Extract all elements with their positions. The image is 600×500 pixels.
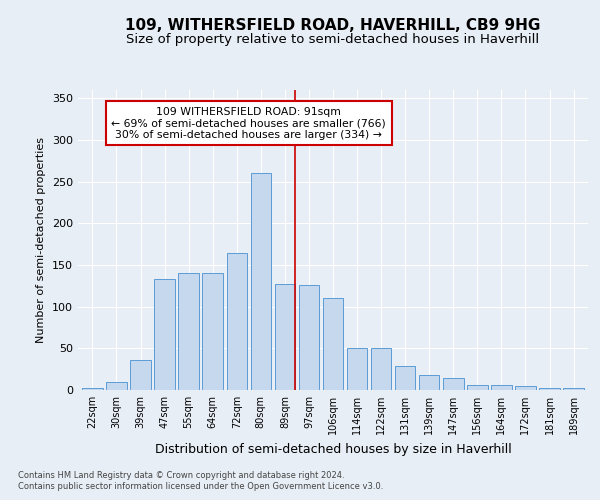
Text: 109, WITHERSFIELD ROAD, HAVERHILL, CB9 9HG: 109, WITHERSFIELD ROAD, HAVERHILL, CB9 9…: [125, 18, 541, 32]
X-axis label: Distribution of semi-detached houses by size in Haverhill: Distribution of semi-detached houses by …: [155, 442, 511, 456]
Bar: [299, 285, 319, 390]
Bar: [275, 284, 295, 390]
Bar: [515, 386, 536, 390]
Bar: [154, 279, 175, 390]
Bar: [202, 274, 223, 390]
Text: Contains HM Land Registry data © Crown copyright and database right 2024.: Contains HM Land Registry data © Crown c…: [18, 470, 344, 480]
Bar: [178, 274, 199, 390]
Bar: [347, 348, 367, 390]
Bar: [323, 298, 343, 390]
Bar: [419, 375, 439, 390]
Bar: [227, 252, 247, 390]
Y-axis label: Number of semi-detached properties: Number of semi-detached properties: [37, 137, 46, 343]
Bar: [371, 348, 391, 390]
Bar: [251, 174, 271, 390]
Text: Size of property relative to semi-detached houses in Haverhill: Size of property relative to semi-detach…: [127, 32, 539, 46]
Bar: [563, 388, 584, 390]
Text: 109 WITHERSFIELD ROAD: 91sqm
← 69% of semi-detached houses are smaller (766)
30%: 109 WITHERSFIELD ROAD: 91sqm ← 69% of se…: [112, 106, 386, 140]
Bar: [539, 388, 560, 390]
Bar: [130, 360, 151, 390]
Bar: [106, 382, 127, 390]
Text: Contains public sector information licensed under the Open Government Licence v3: Contains public sector information licen…: [18, 482, 383, 491]
Bar: [82, 388, 103, 390]
Bar: [491, 385, 512, 390]
Bar: [467, 385, 488, 390]
Bar: [395, 366, 415, 390]
Bar: [443, 378, 464, 390]
